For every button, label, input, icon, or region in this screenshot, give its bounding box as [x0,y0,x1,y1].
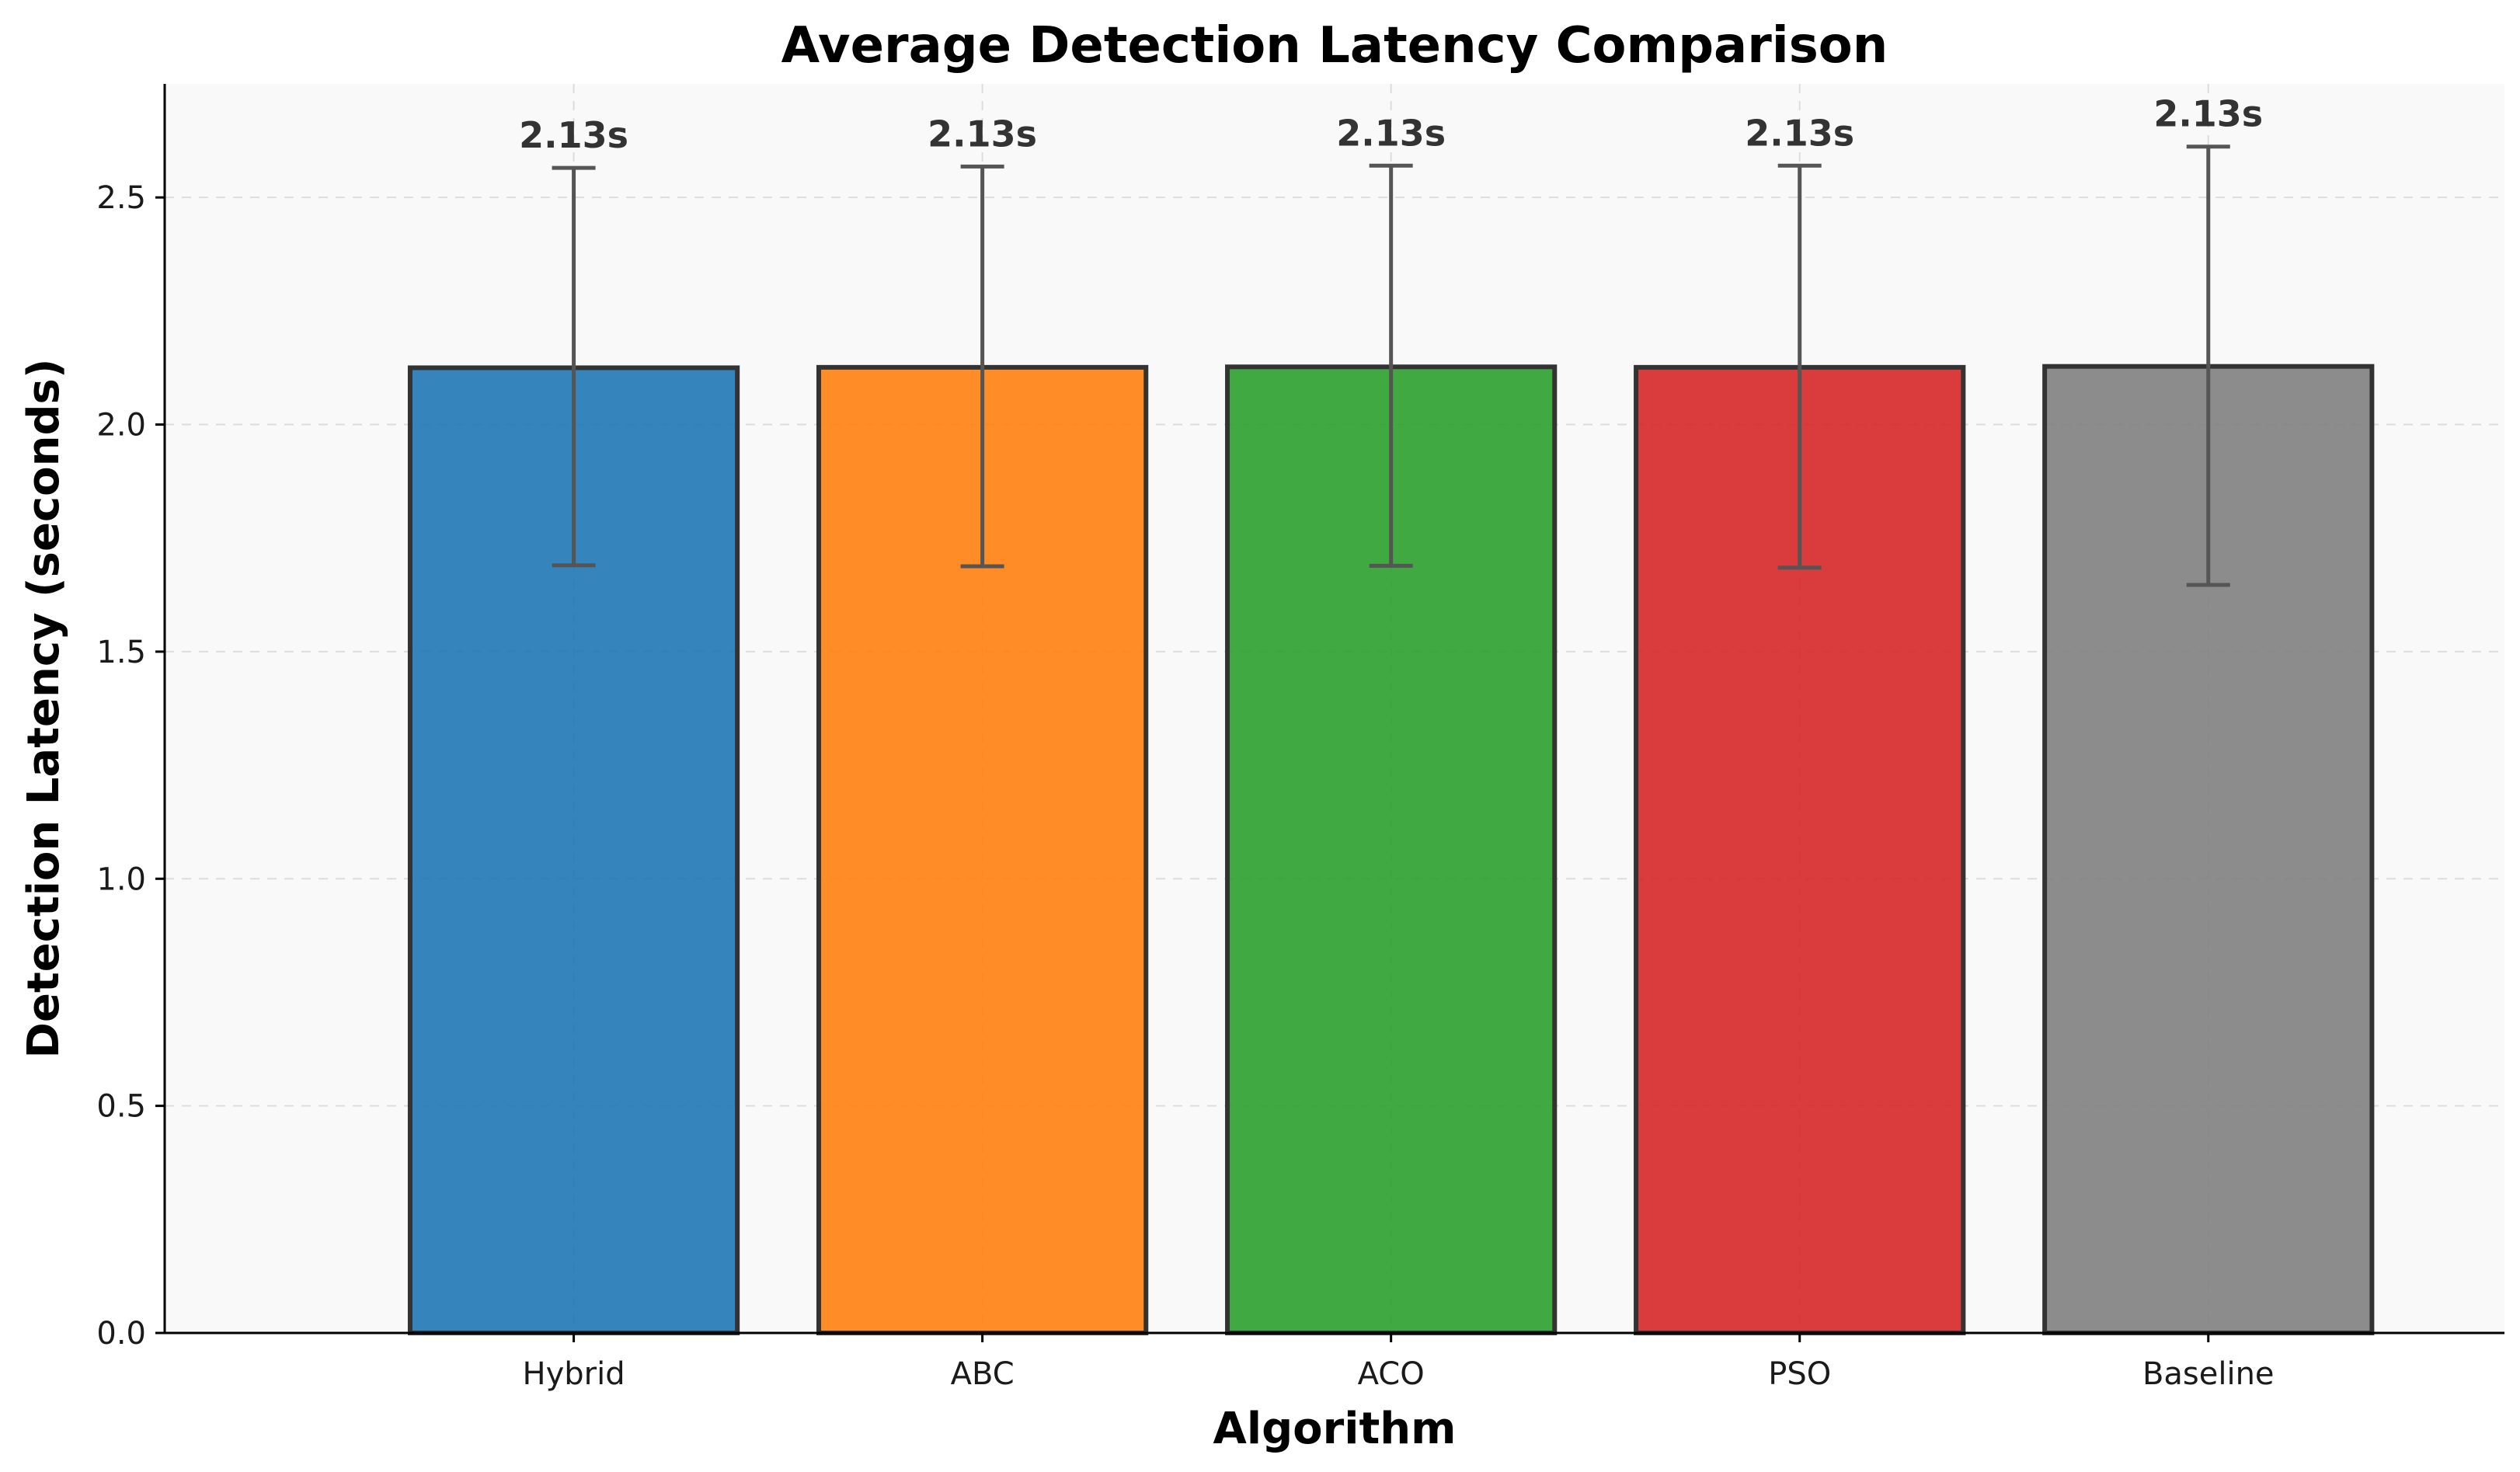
y-tick-label: 2.5 [96,180,146,216]
y-tick-label: 0.5 [96,1089,146,1125]
y-tick-label: 0.0 [96,1316,146,1352]
y-tick-label: 1.0 [96,861,146,897]
data-label-abc: 2.13s [928,113,1037,155]
y-tick-label: 2.0 [96,408,146,444]
x-ticks: Hybrid ABC ACO PSO Baseline [523,1333,2275,1392]
data-label-pso: 2.13s [1745,112,1854,154]
error-bars [552,144,2230,587]
y-axis-label: Detection Latency (seconds) [19,359,69,1059]
x-tick-label: Baseline [2142,1356,2275,1392]
data-labels: 2.13s 2.13s 2.13s 2.13s 2.13s [519,93,2263,156]
data-label-baseline: 2.13s [2153,93,2263,135]
x-tick-label: Hybrid [523,1356,625,1392]
data-label-aco: 2.13s [1336,112,1446,154]
x-axis-label: Algorithm [1213,1404,1457,1454]
chart-title: Average Detection Latency Comparison [781,17,1888,75]
y-ticks: 0.0 0.5 1.0 1.5 2.0 2.5 [96,180,165,1352]
x-tick-label: ACO [1358,1356,1425,1392]
y-tick-label: 1.5 [96,635,146,670]
data-label-hybrid: 2.13s [519,114,628,156]
x-tick-label: PSO [1768,1356,1831,1392]
x-tick-label: ABC [951,1356,1015,1392]
